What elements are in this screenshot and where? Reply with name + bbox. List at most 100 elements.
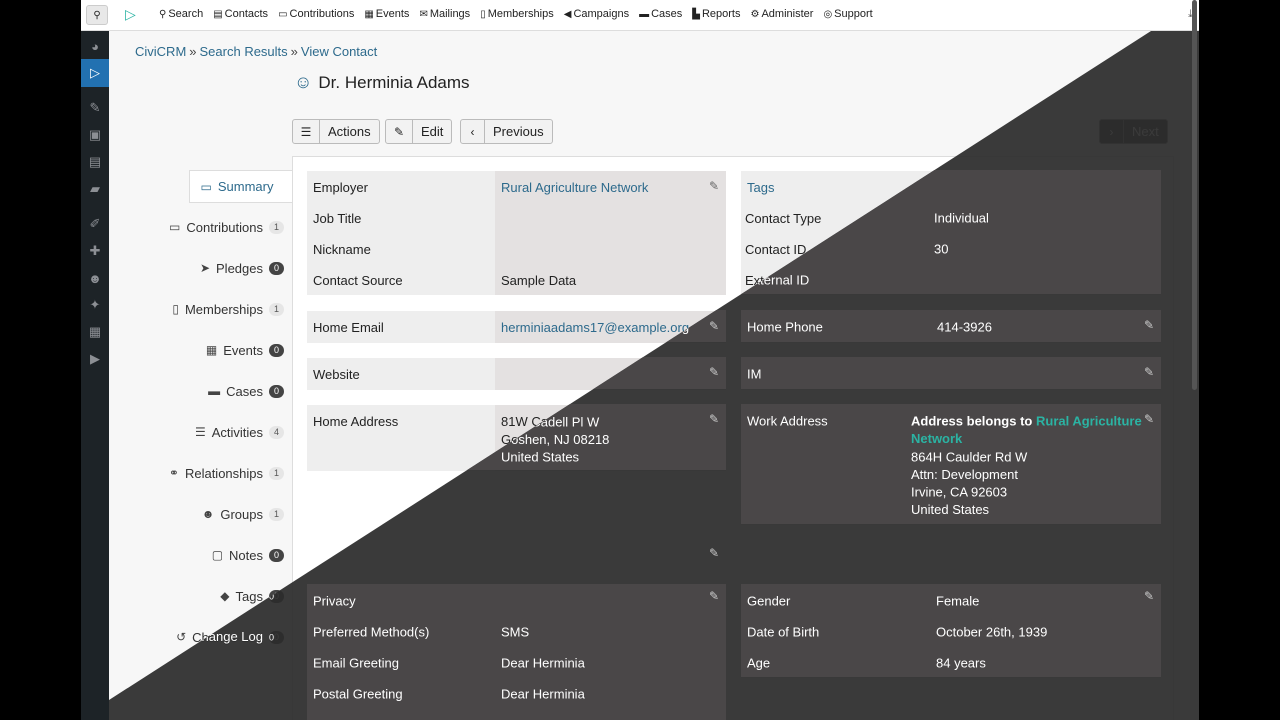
email-block: Home Email herminiaadams17@example.org ✎ (307, 311, 726, 343)
menu-item-contacts[interactable]: ▤ Contacts (213, 8, 268, 20)
settings-icon[interactable]: ▦ (88, 324, 102, 339)
tab-summary[interactable]: ▭ Summary (189, 170, 292, 203)
menu-item-reports[interactable]: ▙ Reports (692, 8, 740, 20)
pages-icon[interactable]: ▤ (88, 154, 102, 169)
field-label: Date of Birth (747, 625, 820, 640)
lifebuoy-icon: ◎ (823, 8, 833, 20)
menu-item-events[interactable]: ▦ Events (364, 8, 409, 20)
pencil-icon[interactable]: ✎ (1144, 412, 1155, 426)
breadcrumb-current[interactable]: View Contact (300, 44, 378, 59)
tab-count-badge: 0 (269, 630, 284, 644)
field-label: Postal Greeting (313, 687, 403, 702)
actions-button[interactable]: ☰ Actions (292, 119, 380, 144)
address-line: Irvine, CA 92603 (911, 484, 1008, 499)
tab-notes[interactable]: ▢ Notes 0 (81, 538, 292, 572)
field-row: Email Greeting Dear Herminia (307, 647, 726, 678)
field-row: Nickname (307, 233, 726, 264)
menu-item-campaigns[interactable]: ◀ Campaigns (564, 8, 629, 20)
field-label: Privacy (313, 594, 356, 609)
prev-bar: ‹ Previous (460, 119, 553, 144)
browser-frame: ◕ ▷ ✎ ▣ ▤ ▰ ✐ ✚ ☻ ✦ ▦ ▶ ⚲ ▷ ⚲ Search ▤ Cont… (81, 0, 1199, 720)
address-line: 864H Caulder Rd W (911, 449, 1028, 464)
comments-icon[interactable]: ▰ (90, 181, 100, 196)
field-row: Contact ID 30 (741, 233, 1161, 264)
scrollbar[interactable] (1192, 0, 1197, 390)
menu-item-administer[interactable]: ⚙ Administer (751, 8, 814, 20)
employer-link[interactable]: Rural Agriculture (1035, 414, 1142, 429)
field-label: Email Greeting (313, 656, 399, 671)
media-icon[interactable]: ▣ (88, 127, 102, 142)
cogs-icon: ⚙ (750, 8, 760, 20)
dashboard-icon[interactable]: ◕ (91, 38, 99, 54)
tab-cases[interactable]: ▬ Cases 0 (81, 374, 292, 408)
breadcrumb-home[interactable]: CiviCRM (135, 44, 187, 59)
quicksearch-button[interactable]: ⚲ (86, 5, 108, 25)
tab-events[interactable]: ▦ Events 0 (81, 333, 292, 367)
summary-panel: ✎ Employer Rural Agriculture Network Job T… (292, 156, 1174, 720)
website-block: Website ✎ (307, 358, 726, 390)
pencil-icon[interactable]: ✎ (1144, 318, 1155, 332)
tab-change-log[interactable]: ↺ Change Log 0 (81, 620, 292, 654)
tab-relationships[interactable]: ⚭ Relationships 1 (81, 456, 292, 490)
pencil-icon[interactable]: ✎ (1144, 365, 1155, 379)
menu-item-label: Contacts (224, 8, 269, 20)
tab-activities[interactable]: ☰ Activities 4 (81, 415, 292, 449)
tags-title[interactable]: Tags (747, 180, 775, 195)
tab-memberships[interactable]: ▯ Memberships 1 (81, 292, 292, 326)
employer-link-continued[interactable]: Network (911, 431, 963, 447)
field-value: 84 years (936, 656, 986, 671)
appearance-icon[interactable]: ✐ (89, 216, 101, 231)
field-label: Gender (747, 594, 791, 609)
menu-item-mailings[interactable]: ✉ Mailings (419, 8, 470, 20)
menu-item-memberships[interactable]: ▯ Memberships (480, 8, 554, 20)
pencil-icon[interactable]: ✎ (1144, 589, 1155, 603)
pin-icon[interactable]: ✎ (89, 100, 101, 115)
menu-item-support[interactable]: ◎ Support (823, 8, 872, 20)
tab-pledges[interactable]: ➤ Pledges 0 (81, 251, 292, 285)
tab-groups[interactable]: ☻ Groups 1 (81, 497, 292, 531)
pencil-icon[interactable]: ✎ (709, 365, 720, 379)
menu-item-label: Administer (761, 8, 814, 20)
menu-item-cases[interactable]: ▬ Cases (639, 8, 682, 20)
field-value[interactable]: Rural Agriculture Network (501, 180, 649, 195)
menu-item-search[interactable]: ⚲ Search (159, 8, 203, 20)
tasks-icon: ☰ (194, 425, 206, 439)
pencil-icon[interactable]: ✎ (709, 589, 720, 603)
paper-plane-icon: ➤ (199, 261, 211, 275)
belongs-to-prefix: Address belongs to (911, 414, 1033, 429)
pencil-icon: ✎ (386, 120, 413, 143)
tab-contributions[interactable]: ▭ Contributions 1 (81, 210, 292, 244)
field-value: SMS (501, 625, 530, 640)
users-icon[interactable]: ☻ (88, 270, 102, 286)
previous-button[interactable]: ‹ Previous (460, 119, 553, 144)
wp-admin-sidebar: ◕ ▷ ✎ ▣ ▤ ▰ ✐ ✚ ☻ ✦ ▦ ▶ (81, 0, 109, 720)
breadcrumb-search-results[interactable]: Search Results (199, 44, 288, 59)
civicrm-icon[interactable]: ▷ (81, 59, 109, 87)
search-icon: ⚲ (159, 8, 167, 20)
tab-tags[interactable]: ◆ Tags 0 (81, 579, 292, 613)
field-row: Date of Birth October 26th, 1939 (741, 616, 1161, 647)
civicrm-logo-icon[interactable]: ▷ (125, 6, 136, 22)
download-icon[interactable]: ⤓ (1188, 8, 1193, 20)
basic-info-block: ✎ Employer Rural Agriculture Network Job T… (307, 171, 726, 295)
tab-label: Tags (235, 588, 263, 604)
edit-button[interactable]: ✎ Edit (385, 119, 453, 144)
pencil-icon[interactable]: ✎ (709, 546, 720, 560)
work-address-value: Address belongs to Rural Agriculture Net… (911, 413, 1151, 518)
bullhorn-icon: ◀ (563, 8, 572, 20)
next-button[interactable]: › Next (1099, 119, 1168, 144)
tab-label: Notes (229, 547, 263, 563)
pencil-icon[interactable]: ✎ (709, 412, 720, 426)
action-bar: ☰ Actions (292, 119, 380, 144)
edit-label: Edit (421, 124, 444, 139)
credit-card-icon: ▭ (278, 8, 288, 20)
plugins-icon[interactable]: ✚ (89, 243, 101, 258)
menu-item-contributions[interactable]: ▭ Contributions (278, 8, 354, 20)
tools-icon[interactable]: ✦ (89, 297, 101, 312)
email-value[interactable]: herminiaadams17@example.org (501, 320, 690, 335)
field-label: Nickname (313, 242, 371, 257)
collapse-icon[interactable]: ▶ (90, 351, 100, 366)
communication-block: Privacy Preferred Method(s) SMS Email Greet… (307, 585, 726, 720)
pencil-icon[interactable]: ✎ (709, 319, 720, 333)
breadcrumb: CiviCRM» Search Results» View Contact (135, 44, 377, 59)
